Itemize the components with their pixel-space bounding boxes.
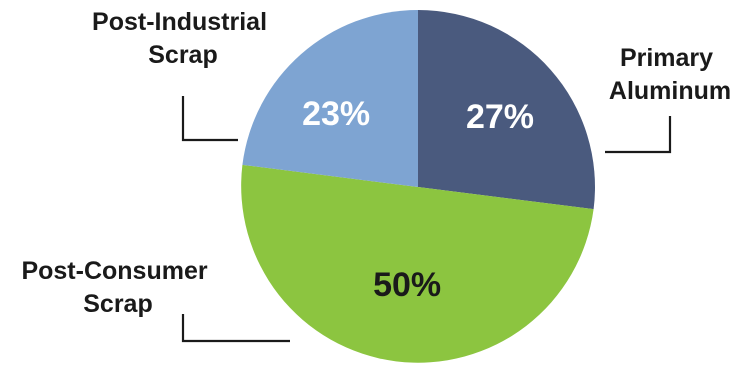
category-label-post-consumer-scrap: Post-Consumer Scrap bbox=[21, 257, 214, 318]
leader-line-post-industrial-scrap bbox=[181, 96, 238, 142]
leader-line-primary-aluminum bbox=[605, 116, 672, 154]
pie-slice-primary-aluminum bbox=[418, 10, 595, 210]
pie-value-label-post-industrial-scrap: 23% bbox=[302, 95, 370, 133]
pie-slice-post-industrial-scrap bbox=[242, 10, 418, 187]
pie-slices bbox=[241, 10, 595, 363]
category-label-primary-aluminum: Primary Aluminum bbox=[609, 44, 731, 105]
leader-line-post-consumer-scrap bbox=[181, 314, 290, 343]
pie-slice-post-consumer-scrap bbox=[241, 164, 594, 363]
pie-value-labels: 27% 50% 23% bbox=[302, 95, 534, 304]
pie-value-label-post-consumer-scrap: 50% bbox=[373, 266, 441, 304]
pie-value-label-primary-aluminum: 27% bbox=[466, 98, 534, 136]
category-label-post-industrial-scrap: Post-Industrial Scrap bbox=[92, 8, 274, 69]
